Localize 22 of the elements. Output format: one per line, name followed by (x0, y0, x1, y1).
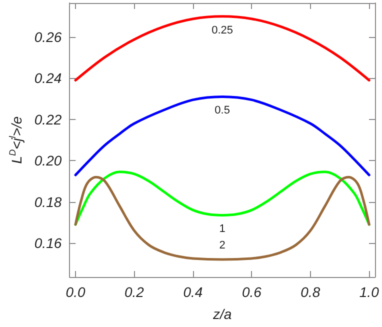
x-tick-label: 0.8 (300, 284, 320, 300)
line-series (74, 176, 370, 261)
x-tick-label: 1.0 (359, 284, 380, 300)
x-tick-label: 0.2 (124, 284, 144, 300)
y-tick-label: 0.16 (34, 235, 62, 252)
x-axis-title: z/a (212, 306, 232, 322)
y-tick-label: 0.26 (34, 28, 62, 45)
x-tick-label: 0.6 (242, 284, 262, 300)
series-label: 0.25 (212, 24, 234, 36)
line-series (74, 170, 370, 226)
y-tick-label: 0.24 (34, 70, 62, 86)
line-series (74, 95, 370, 176)
x-tick-label: 0.0 (66, 284, 86, 300)
y-tick-label: 0.20 (34, 152, 62, 169)
y-tick-label: 0.18 (34, 194, 62, 210)
x-tick-label: 0.4 (183, 284, 203, 300)
series-label: 0.5 (214, 104, 230, 117)
line-series (74, 15, 370, 82)
series-label: 2 (219, 239, 226, 252)
y-tick-label: 0.22 (34, 111, 62, 128)
series-label: 1 (219, 223, 226, 236)
y-axis-title: LD<jl>/e (8, 116, 24, 164)
